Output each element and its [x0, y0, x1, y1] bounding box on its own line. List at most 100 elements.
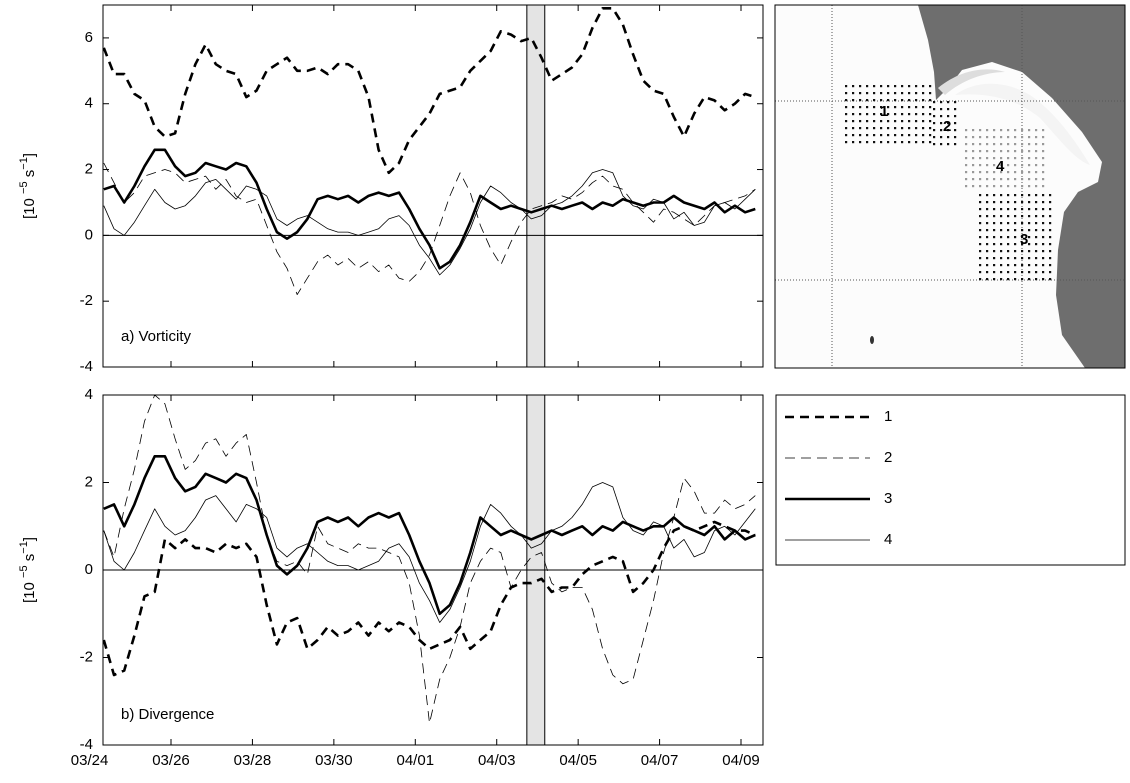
map-dot — [986, 243, 988, 245]
map-dot — [1042, 164, 1044, 166]
map-dot — [979, 257, 981, 259]
map-dot — [880, 134, 882, 136]
map-dot — [986, 164, 988, 166]
y-axis-label-part: −1 — [18, 157, 30, 170]
map-dot — [915, 106, 917, 108]
map-dot — [986, 229, 988, 231]
map-dot — [901, 92, 903, 94]
map-dot — [866, 141, 868, 143]
map-dot — [908, 120, 910, 122]
map-dot — [859, 134, 861, 136]
map-dot — [1028, 208, 1030, 210]
map-label: 2 — [943, 118, 951, 135]
map-label: 4 — [996, 158, 1005, 175]
map-dot — [866, 120, 868, 122]
map-dot — [1042, 264, 1044, 266]
map-dot — [1014, 243, 1016, 245]
map-dot — [859, 85, 861, 87]
map-dot — [866, 134, 868, 136]
map-dot — [894, 134, 896, 136]
map-dot — [873, 134, 875, 136]
map-dot — [979, 278, 981, 280]
y-tick-label: 4 — [85, 386, 93, 403]
map-dot — [979, 143, 981, 145]
map-dot — [979, 271, 981, 273]
map-dot — [1007, 229, 1009, 231]
map-dot — [940, 108, 942, 110]
map-dot — [972, 185, 974, 187]
map-dot — [1049, 278, 1051, 280]
map-dot — [965, 136, 967, 138]
map-dot — [845, 141, 847, 143]
map-dot — [965, 157, 967, 159]
map-dot — [993, 136, 995, 138]
map-dot — [915, 99, 917, 101]
map-dot — [993, 143, 995, 145]
map-dot — [993, 271, 995, 273]
map-dot — [1042, 243, 1044, 245]
map-dot — [1028, 271, 1030, 273]
map-dot — [1014, 271, 1016, 273]
map-dot — [845, 134, 847, 136]
map-dot — [940, 122, 942, 124]
map-dot — [929, 99, 931, 101]
map-dot — [965, 185, 967, 187]
map-dot — [901, 85, 903, 87]
map-dot — [1049, 215, 1051, 217]
map-dot — [1000, 150, 1002, 152]
map-dot — [933, 136, 935, 138]
map-dot — [929, 134, 931, 136]
map-dot — [866, 99, 868, 101]
map-dot — [1014, 157, 1016, 159]
map-dot — [1000, 201, 1002, 203]
map-dot — [1014, 257, 1016, 259]
map-dot — [859, 106, 861, 108]
map-dot — [873, 113, 875, 115]
map-dot — [1014, 171, 1016, 173]
map-dot — [887, 120, 889, 122]
map-dot — [845, 99, 847, 101]
map-dot — [993, 222, 995, 224]
map-dot — [954, 101, 956, 103]
map-dot — [979, 208, 981, 210]
map-dot — [901, 99, 903, 101]
map-dot — [986, 150, 988, 152]
map-dot — [1007, 185, 1009, 187]
map-dot — [993, 229, 995, 231]
map-dot — [1021, 222, 1023, 224]
map-dot — [845, 120, 847, 122]
map-dot — [993, 129, 995, 131]
map-dot — [1021, 178, 1023, 180]
map-dot — [947, 108, 949, 110]
map-dot — [986, 136, 988, 138]
map-dot — [1000, 250, 1002, 252]
map-dot — [1007, 143, 1009, 145]
map-dot — [887, 92, 889, 94]
map-dot — [1049, 222, 1051, 224]
map-dot — [880, 127, 882, 129]
map-dot — [1035, 194, 1037, 196]
map-dot — [845, 113, 847, 115]
y-tick-label: 0 — [85, 226, 93, 243]
map-dot — [940, 143, 942, 145]
map-dot — [1021, 257, 1023, 259]
map-dot — [993, 201, 995, 203]
x-tick-label: 03/28 — [234, 752, 272, 769]
map-dot — [979, 157, 981, 159]
map-dot — [979, 222, 981, 224]
map-dot — [852, 113, 854, 115]
map-dot — [1014, 164, 1016, 166]
y-tick-label: -2 — [80, 292, 93, 309]
map-dot — [915, 127, 917, 129]
map-dot — [901, 127, 903, 129]
map-dot — [965, 164, 967, 166]
y-axis-label-part: −5 — [18, 181, 30, 194]
map-dot — [852, 120, 854, 122]
map-dot — [915, 113, 917, 115]
map-dot — [1000, 243, 1002, 245]
map-dot — [845, 85, 847, 87]
map-dot — [866, 85, 868, 87]
x-tick-label: 04/03 — [478, 752, 516, 769]
map-dot — [852, 141, 854, 143]
map-dot — [972, 150, 974, 152]
